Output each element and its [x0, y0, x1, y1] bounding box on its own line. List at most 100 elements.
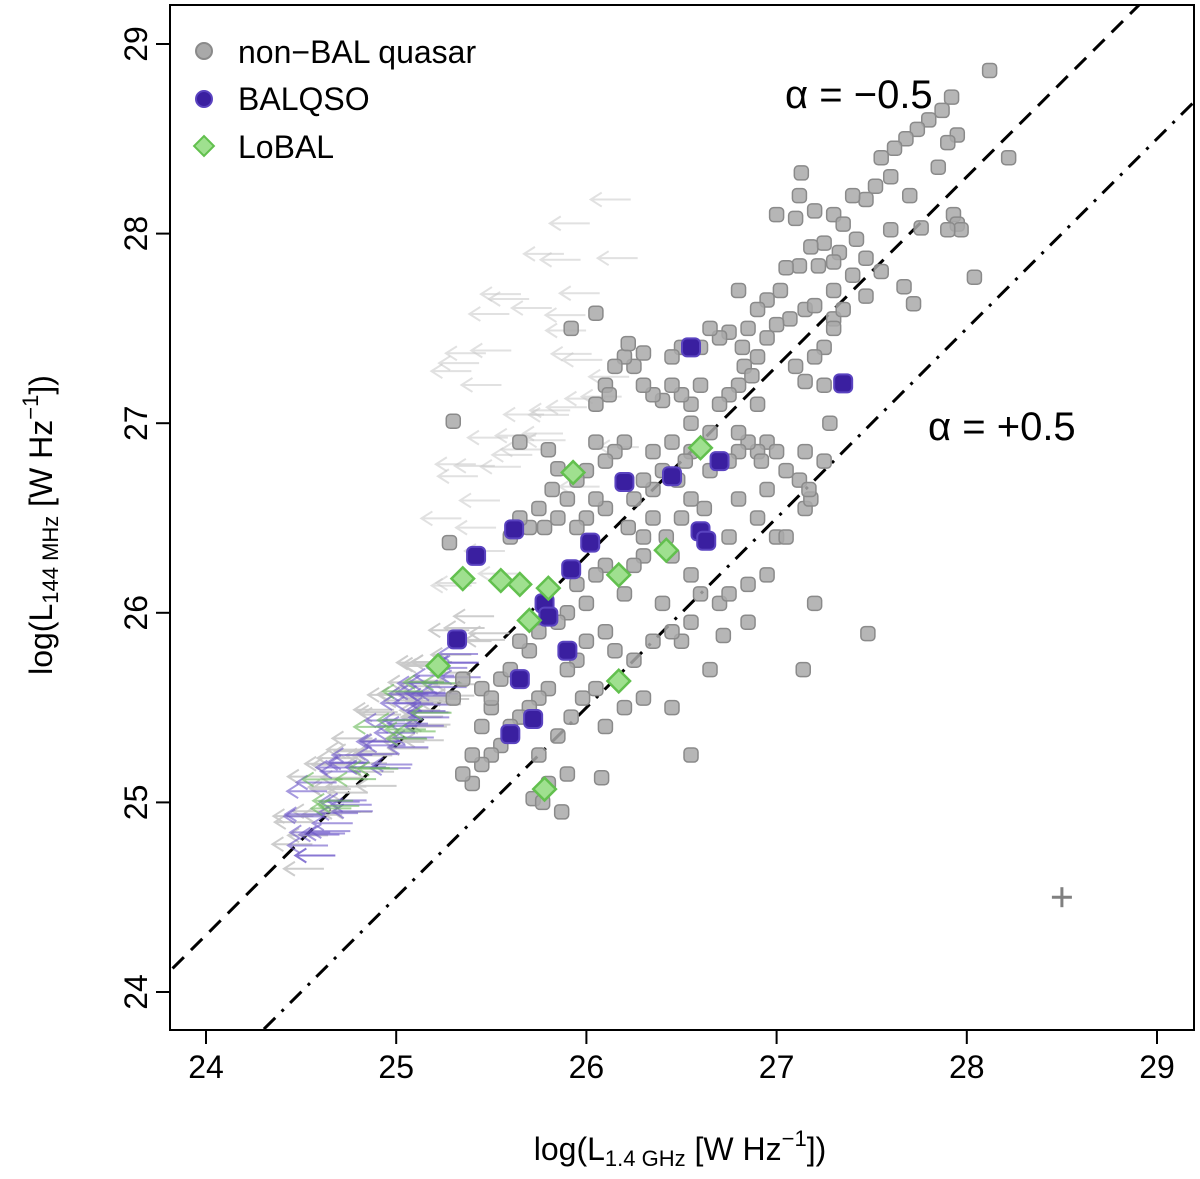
- upper-limit-arrow-path: [409, 704, 452, 721]
- upper-limit-arrow: [452, 608, 495, 625]
- upper-limit-arrow: [355, 746, 398, 762]
- upper-limit-arrow-path: [283, 806, 326, 823]
- nonbal-point: [909, 121, 926, 138]
- nonbal-point: [778, 462, 794, 479]
- nonbal-point: [531, 624, 547, 640]
- nonbal-point: [806, 349, 823, 365]
- nonbal-point: [810, 258, 827, 274]
- upper-limit-arrow: [490, 447, 533, 463]
- upper-limit-arrow: [469, 342, 512, 359]
- balqso-point: [500, 724, 521, 745]
- upper-limit-arrow: [303, 825, 346, 842]
- upper-limit-arrow-path: [394, 684, 437, 701]
- upper-limit-arrow-path: [347, 760, 390, 776]
- upper-limit-arrow-path: [545, 399, 587, 416]
- nonbal-point: [730, 424, 747, 441]
- upper-limit-arrow: [381, 683, 423, 700]
- nonbal-point: [835, 216, 851, 232]
- nonbal-point: [873, 263, 889, 280]
- upper-limit-arrow: [588, 191, 631, 208]
- nonbal-point: [860, 625, 876, 642]
- lobal-point: [605, 667, 632, 695]
- nonbal-point: [588, 567, 604, 583]
- balqso-point: [557, 640, 578, 661]
- balqso-point: [614, 471, 635, 492]
- upper-limit-arrow-path: [547, 215, 590, 232]
- y-tick-label: 25: [118, 785, 154, 821]
- nonbal-point: [896, 278, 912, 295]
- nonbal-point: [795, 661, 811, 678]
- balqso-point: [466, 545, 487, 566]
- upper-limit-arrow-path: [587, 368, 630, 385]
- nonbal-point: [664, 434, 680, 450]
- upper-limit-arrow: [444, 345, 486, 362]
- nonbal-point: [441, 534, 458, 551]
- series-lobal: [424, 434, 714, 803]
- nonbal-point: [806, 297, 823, 314]
- upper-limit-arrow: [402, 674, 445, 690]
- nonbal-point: [734, 339, 751, 356]
- nonbal-point: [683, 614, 699, 631]
- nonbal-point: [768, 316, 785, 333]
- upper-limit-arrow-path: [487, 291, 530, 307]
- nonbal-point: [801, 481, 817, 498]
- upper-limit-arrow: [286, 837, 329, 854]
- nonbal-point: [768, 443, 785, 460]
- nonbal-point: [825, 282, 842, 299]
- nonbal-point: [536, 519, 553, 536]
- nonbal-point: [844, 187, 861, 204]
- nonbal-point: [445, 690, 462, 706]
- balqso-point: [580, 532, 601, 553]
- upper-limit-arrow-path: [595, 250, 638, 267]
- upper-limit-arrow-path: [308, 823, 351, 839]
- legend-label-nonbal: non−BAL quasar: [238, 34, 476, 70]
- nonbal-point: [844, 267, 861, 284]
- error-cross: [1051, 887, 1072, 908]
- balqso-point: [833, 373, 854, 394]
- axes: 24 25 26 27 28 29 24 25 26 27 28 29: [118, 26, 1175, 1085]
- nonbal-point: [772, 282, 789, 299]
- upper-limit-arrow: [393, 723, 436, 740]
- nonbal-point: [787, 358, 804, 375]
- nonbal-point: [645, 510, 661, 526]
- nonbal-point: [620, 335, 636, 352]
- upper-limit-arrow: [509, 300, 552, 316]
- nonbal-point: [898, 131, 914, 147]
- legend: non−BAL quasar BALQSO LoBAL: [192, 34, 476, 165]
- upper-limit-arrow: [311, 792, 354, 809]
- upper-limit-arrow-path: [467, 625, 510, 642]
- upper-limit-arrow-path: [293, 847, 336, 864]
- balqso-point: [696, 530, 717, 551]
- nonbal-point: [588, 305, 604, 321]
- reference-lines: [170, 5, 1194, 1030]
- nonbal-point: [759, 330, 775, 346]
- nonbal-point: [559, 491, 576, 507]
- upper-limit-arrow-path: [543, 307, 586, 323]
- nonbal-point: [1000, 150, 1017, 166]
- nonbal-point: [759, 567, 775, 583]
- x-tick-label: 24: [188, 1049, 224, 1085]
- nonbal-point: [635, 345, 652, 361]
- nonbal-point: [791, 258, 808, 274]
- nonbal-point: [905, 296, 922, 312]
- nonbal-point: [721, 586, 737, 602]
- legend-marker-nonbal: [195, 42, 213, 60]
- nonbal-point: [882, 168, 899, 185]
- nonbal-point: [588, 434, 604, 450]
- upper-limit-arrow: [436, 468, 478, 485]
- upper-limit-arrow: [391, 695, 434, 712]
- nonbal-point: [778, 259, 794, 276]
- nonbal-point: [664, 624, 680, 640]
- nonbal-point: [816, 235, 832, 251]
- nonbal-point: [635, 529, 652, 545]
- nonbal-point: [816, 377, 832, 394]
- upper-limit-arrow-path: [375, 712, 418, 728]
- nonbal-point: [677, 453, 694, 469]
- nonbal-point: [645, 633, 661, 649]
- nonbal-point: [901, 187, 918, 204]
- upper-limit-arrow: [459, 377, 502, 393]
- nonbal-point: [806, 203, 823, 219]
- nonbal-point: [749, 510, 766, 526]
- upper-limit-arrow-path: [469, 342, 512, 359]
- lobal-point: [424, 652, 452, 679]
